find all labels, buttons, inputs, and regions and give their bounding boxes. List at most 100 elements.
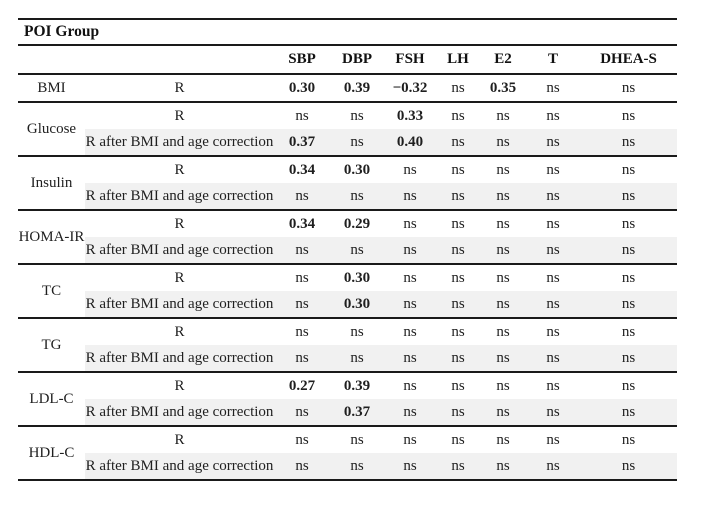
table-title-row: POI Group: [18, 18, 678, 46]
row-group-label-hdl-c: HDL-C: [18, 426, 85, 481]
table-row-homa-ir-corrected: R after BMI and age correction ns ns ns ns ns…: [18, 237, 678, 265]
value-cell-tc-dbp: 0.30: [330, 291, 384, 319]
value-cell-glucose-fsh: 0.33: [396, 107, 424, 124]
value-cell-homa-ir-e2: ns: [496, 215, 510, 232]
row-group-label-tg: TG: [18, 318, 85, 373]
value-cell-homa-ir-dbp: 0.29: [343, 215, 371, 232]
value-cell-tc-dhea-s: ns: [580, 291, 678, 319]
value-cell-tg-dhea-s: ns: [580, 345, 678, 373]
value-cell-homa-ir-lh: ns: [436, 237, 480, 265]
value-cell-tg-lh: ns: [436, 345, 480, 373]
value-cell-ldl-c-e2: ns: [480, 399, 526, 427]
value-cell-homa-ir-t: ns: [546, 215, 560, 232]
value-cell-tg-e2: ns: [480, 345, 526, 373]
value-cell-tc-fsh: ns: [384, 291, 436, 319]
value-cell-ldl-c-t: ns: [526, 399, 580, 427]
value-cell-bmi-dbp: 0.39: [330, 74, 384, 103]
table-row-tc-corrected: R after BMI and age correction ns 0.30 ns ns…: [18, 291, 678, 319]
value-cell-hdl-c-e2: ns: [480, 453, 526, 481]
value-cell-bmi-e2: 0.35: [480, 74, 526, 103]
value-cell-ldl-c-sbp: ns: [274, 399, 330, 427]
value-cell-bmi-lh: ns: [436, 74, 480, 103]
value-cell-glucose-sbp: ns: [295, 107, 309, 124]
value-cell-ldl-c-dhea-s: ns: [621, 377, 636, 394]
value-cell-ldl-c-fsh: ns: [403, 377, 417, 394]
measure-label: R: [174, 269, 185, 286]
table-row-hdl-c-corrected: R after BMI and age correction ns ns ns ns ns…: [18, 453, 678, 481]
value-cell-ldl-c-lh: ns: [436, 399, 480, 427]
table-row-homa-ir-r: HOMA-IR R 0.34 0.29 ns ns ns ns ns: [18, 210, 677, 265]
value-cell-bmi-dhea-s: ns: [580, 74, 678, 103]
value-cell-glucose-t: ns: [526, 129, 580, 157]
value-cell-tg-lh: ns: [451, 323, 465, 340]
value-cell-tc-t: ns: [546, 269, 560, 286]
value-cell-homa-ir-fsh: ns: [403, 215, 417, 232]
value-cell-homa-ir-dhea-s: ns: [621, 215, 636, 232]
value-cell-tg-t: ns: [546, 323, 560, 340]
value-cell-insulin-sbp: ns: [274, 183, 330, 211]
value-cell-bmi-t: ns: [526, 74, 580, 103]
measure-label: R: [174, 377, 185, 394]
measure-label: R: [174, 107, 185, 124]
value-cell-tg-fsh: ns: [403, 323, 417, 340]
table-row-ldl-c-r: LDL-C R 0.27 0.39 ns ns ns ns ns: [18, 372, 677, 427]
table-row-ldl-c-corrected: R after BMI and age correction ns 0.37 ns ns…: [18, 399, 678, 427]
value-cell-hdl-c-e2: ns: [496, 431, 510, 448]
measure-label: R: [174, 323, 185, 340]
value-cell-ldl-c-dhea-s: ns: [580, 399, 678, 427]
row-group-label-bmi: BMI: [18, 74, 85, 103]
value-cell-hdl-c-lh: ns: [451, 431, 465, 448]
table-row-tg-corrected: R after BMI and age correction ns ns ns ns ns…: [18, 345, 678, 373]
value-cell-tc-lh: ns: [436, 291, 480, 319]
value-cell-hdl-c-t: ns: [526, 453, 580, 481]
value-cell-tc-sbp: ns: [274, 291, 330, 319]
column-header-row: SBP DBP FSH LH E2 T DHEA-S: [18, 45, 678, 75]
poi-correlation-table: POI Group SBP DBP FSH LH E2 T DHEA-S BMI R 0.30 0…: [18, 18, 678, 481]
measure-label: R: [174, 161, 185, 178]
value-cell-glucose-sbp: 0.37: [274, 129, 330, 157]
value-cell-glucose-e2: ns: [496, 107, 510, 124]
value-cell-ldl-c-sbp: 0.27: [288, 377, 316, 394]
row-group-label-insulin: Insulin: [18, 156, 85, 211]
value-cell-insulin-dhea-s: ns: [580, 183, 678, 211]
value-cell-tg-dbp: ns: [330, 345, 384, 373]
value-cell-hdl-c-fsh: ns: [384, 453, 436, 481]
table-row-glucose-corrected: R after BMI and age correction 0.37 ns 0.40…: [18, 129, 678, 157]
value-cell-glucose-lh: ns: [436, 129, 480, 157]
value-cell-glucose-dbp: ns: [350, 107, 364, 124]
value-cell-tg-e2: ns: [496, 323, 510, 340]
value-cell-hdl-c-dhea-s: ns: [580, 453, 678, 481]
value-cell-tc-sbp: ns: [295, 269, 309, 286]
value-cell-tc-dhea-s: ns: [621, 269, 636, 286]
value-cell-ldl-c-dbp: 0.37: [330, 399, 384, 427]
measure-label: R after BMI and age correction: [85, 453, 274, 481]
measure-label: R after BMI and age correction: [85, 183, 274, 211]
value-cell-insulin-fsh: ns: [384, 183, 436, 211]
row-group-label-ldl-c: LDL-C: [18, 372, 85, 427]
measure-label: R after BMI and age correction: [85, 291, 274, 319]
value-cell-tg-sbp: ns: [295, 323, 309, 340]
column-header-dbp: DBP: [330, 45, 384, 75]
value-cell-homa-ir-dbp: ns: [330, 237, 384, 265]
value-cell-tc-e2: ns: [496, 269, 510, 286]
measure-column-header: [85, 45, 274, 75]
value-cell-tc-dbp: 0.30: [343, 269, 371, 286]
value-cell-hdl-c-lh: ns: [436, 453, 480, 481]
value-cell-bmi-sbp: 0.30: [274, 74, 330, 103]
column-header-sbp: SBP: [274, 45, 330, 75]
measure-label: R after BMI and age correction: [85, 237, 274, 265]
value-cell-tg-t: ns: [526, 345, 580, 373]
measure-label: R: [174, 215, 185, 232]
value-cell-tc-lh: ns: [451, 269, 465, 286]
value-cell-glucose-e2: ns: [480, 129, 526, 157]
value-cell-insulin-e2: ns: [496, 161, 510, 178]
value-cell-tc-t: ns: [526, 291, 580, 319]
value-cell-insulin-sbp: 0.34: [288, 161, 316, 178]
column-header-t: T: [526, 45, 580, 75]
value-cell-glucose-lh: ns: [451, 107, 465, 124]
value-cell-insulin-dbp: ns: [330, 183, 384, 211]
value-cell-homa-ir-lh: ns: [451, 215, 465, 232]
table-row-insulin-r: Insulin R 0.34 0.30 ns ns ns ns ns: [18, 156, 677, 211]
